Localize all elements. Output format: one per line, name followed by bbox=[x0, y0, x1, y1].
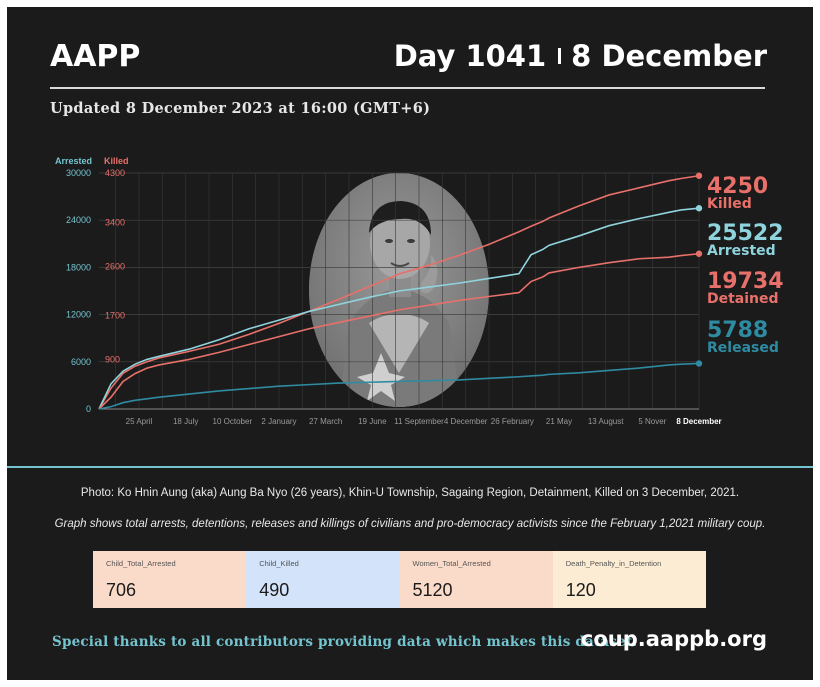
site-url[interactable]: coup.aappb.org bbox=[580, 627, 767, 651]
series-line-detained bbox=[98, 252, 700, 410]
x-tick-label: 4 December bbox=[444, 417, 488, 426]
stat-value: 5120 bbox=[412, 580, 453, 600]
x-tick-label: 26 February bbox=[491, 417, 534, 426]
stats-strip: Child_Total_Arrested 706 Child_Killed 49… bbox=[93, 551, 706, 608]
day-header: Day 1041 8 December bbox=[394, 39, 767, 73]
end-label-value: 19734 bbox=[707, 269, 784, 294]
portrait-image bbox=[309, 173, 489, 407]
end-label-name: Detained bbox=[707, 291, 779, 307]
day-count: Day 1041 bbox=[393, 39, 547, 73]
x-tick-label: 27 March bbox=[309, 417, 342, 426]
y-tick-label: 12000 bbox=[66, 310, 91, 320]
end-label-name: Released bbox=[707, 340, 779, 356]
x-tick-label: 13 August bbox=[588, 417, 624, 426]
series-end-dot-killed bbox=[695, 172, 703, 179]
right-axis-ticks: 900 1700 2600 3400 4300 bbox=[105, 168, 125, 365]
stat-label: Women_Total_Arrested bbox=[412, 559, 491, 568]
infographic-panel: AAPP Day 1041 8 December Updated 8 Decemb… bbox=[7, 7, 813, 680]
end-label-name: Arrested bbox=[707, 243, 776, 259]
section-divider bbox=[7, 466, 813, 468]
end-label-value: 25522 bbox=[707, 221, 784, 246]
graph-note: Graph shows total arrests, detentions, r… bbox=[54, 518, 766, 530]
killed-tick-label: 1700 bbox=[105, 311, 125, 321]
end-label-value: 4250 bbox=[707, 174, 768, 199]
day-date: 8 December bbox=[571, 39, 767, 73]
y-tick-label: 6000 bbox=[71, 357, 91, 367]
y-tick-label: 24000 bbox=[66, 215, 91, 225]
series-end-dot-arrested bbox=[695, 205, 703, 212]
stat-card-women-arrested: Women_Total_Arrested 5120 bbox=[399, 551, 553, 608]
stat-card-child-killed: Child_Killed 490 bbox=[246, 551, 400, 608]
series-end-dot-detained bbox=[695, 250, 703, 257]
series-end-dot-released bbox=[695, 360, 703, 367]
right-axis-title: Killed bbox=[104, 156, 129, 166]
series-line-killed bbox=[98, 174, 700, 410]
killed-tick-label: 900 bbox=[105, 355, 120, 365]
y-tick-label: 18000 bbox=[66, 262, 91, 272]
x-tick-label: 18 July bbox=[173, 417, 198, 426]
stat-value: 120 bbox=[565, 580, 596, 600]
photo-caption: Photo: Ko Hnin Aung (aka) Aung Ba Nyo (2… bbox=[80, 487, 740, 499]
header-rule bbox=[50, 87, 765, 89]
killed-tick-label: 3400 bbox=[105, 217, 125, 227]
stat-card-death-penalty: Death_Penalty_in_Detention 120 bbox=[552, 551, 706, 608]
thanks-note: Special thanks to all contributors provi… bbox=[52, 634, 638, 650]
x-tick-label: 21 May bbox=[546, 417, 572, 426]
stat-label: Child_Killed bbox=[259, 559, 299, 568]
stat-value: 490 bbox=[259, 580, 290, 600]
y-tick-label: 30000 bbox=[66, 168, 91, 178]
stat-card-child-arrested: Child_Total_Arrested 706 bbox=[93, 551, 247, 608]
series-line-released bbox=[98, 362, 700, 410]
killed-tick-label: 4300 bbox=[105, 168, 125, 178]
stat-value: 706 bbox=[106, 580, 137, 600]
y-tick-label: 0 bbox=[86, 404, 91, 414]
x-tick-label: 8 December bbox=[676, 417, 721, 426]
x-tick-label: 25 April bbox=[126, 417, 153, 426]
end-label-name: Killed bbox=[707, 196, 752, 212]
updated-timestamp: Updated 8 December 2023 at 16:00 (GMT+6) bbox=[50, 100, 431, 117]
brand-title: AAPP bbox=[50, 39, 141, 74]
portrait-photo bbox=[309, 173, 489, 407]
day-separator bbox=[558, 48, 562, 64]
stat-label: Child_Total_Arrested bbox=[106, 559, 176, 568]
left-axis-ticks: 0 6000 12000 18000 24000 30000 bbox=[66, 168, 91, 414]
trend-chart: Arrested Killed 0 6000 12000 18000 24000 3000… bbox=[55, 156, 784, 426]
left-axis-title: Arrested bbox=[55, 156, 92, 166]
x-tick-label: 19 June bbox=[358, 417, 387, 426]
x-tick-label: 5 Nover bbox=[638, 417, 666, 426]
stat-label: Death_Penalty_in_Detention bbox=[565, 559, 662, 568]
end-label-value: 5788 bbox=[707, 318, 768, 343]
x-axis-ticks: 25 April 18 July 10 October 2 January 27 Mar… bbox=[126, 417, 722, 426]
series-line-arrested bbox=[98, 207, 700, 410]
series-lines bbox=[98, 172, 703, 410]
x-tick-label: 10 October bbox=[213, 417, 253, 426]
x-tick-label: 11 September bbox=[394, 417, 444, 426]
x-tick-label: 2 January bbox=[261, 417, 296, 426]
killed-tick-label: 2600 bbox=[105, 261, 125, 271]
